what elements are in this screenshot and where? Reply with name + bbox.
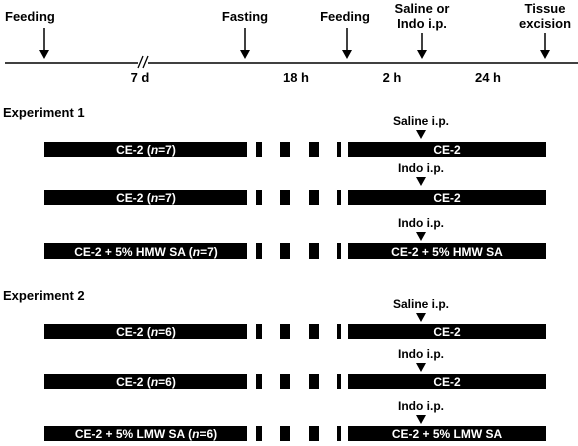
- fasting-break-3: [309, 324, 319, 339]
- experiment-2-title: Experiment 2: [3, 288, 85, 303]
- injection-marker: [416, 415, 426, 424]
- fasting-break-3: [309, 190, 319, 205]
- diet-label-post: CE-2: [433, 191, 461, 205]
- injection-label: Indo i.p.: [398, 399, 444, 413]
- injection-label: Indo i.p.: [398, 347, 444, 361]
- diet-bar-post: [348, 426, 546, 441]
- fasting-break-2: [280, 190, 290, 205]
- experiment-1: Experiment 1 Saline i.p. CE-2 (n=7) CE-2…: [3, 105, 546, 259]
- injection-label: Saline i.p.: [393, 297, 449, 311]
- exp2-group-1: Saline i.p. CE-2 (n=6) CE-2: [44, 297, 546, 339]
- event-label-injection-line1: Saline or: [395, 1, 450, 16]
- injection-label: Indo i.p.: [398, 161, 444, 175]
- duration-label-2h: 2 h: [383, 70, 402, 85]
- diet-label-post: CE-2 + 5% HMW SA: [391, 245, 503, 259]
- event-arrowhead-feeding-1: [39, 50, 49, 59]
- exp1-group-1: Saline i.p. CE-2 (n=7) CE-2: [44, 114, 546, 157]
- event-label-feeding-2: Feeding: [320, 9, 370, 24]
- event-arrowhead-fasting: [240, 50, 250, 59]
- exp1-group-3: Indo i.p. CE-2 + 5% HMW SA (n=7) CE-2 + …: [44, 216, 546, 259]
- fasting-break-3: [309, 374, 319, 389]
- fasting-break-4: [337, 426, 341, 441]
- injection-label: Saline i.p.: [393, 114, 449, 128]
- timeline: Feeding Fasting Feeding Saline or Indo i…: [5, 1, 578, 85]
- event-arrowhead-excision: [540, 50, 550, 59]
- fasting-break-1: [256, 190, 262, 205]
- experiment-2: Experiment 2 Saline i.p. CE-2 (n=6) CE-2…: [3, 288, 546, 441]
- experiment-1-title: Experiment 1: [3, 105, 85, 120]
- diet-label-post: CE-2 + 5% LMW SA: [392, 427, 503, 441]
- fasting-break-4: [337, 324, 341, 339]
- injection-marker: [416, 177, 426, 186]
- event-label-fasting: Fasting: [222, 9, 268, 24]
- exp1-group-2: Indo i.p. CE-2 (n=7) CE-2: [44, 161, 546, 205]
- fasting-break-4: [337, 374, 341, 389]
- diet-label-pre: CE-2 + 5% HMW SA (n=7): [74, 245, 218, 259]
- diet-label-pre: CE-2 + 5% LMW SA (n=6): [75, 427, 217, 441]
- exp2-group-3: Indo i.p. CE-2 + 5% LMW SA (n=6) CE-2 + …: [44, 399, 546, 441]
- event-arrowhead-injection: [417, 50, 427, 59]
- fasting-break-3: [309, 243, 319, 259]
- diet-label-pre: CE-2 (n=6): [116, 325, 176, 339]
- injection-marker: [416, 313, 426, 322]
- diet-label-post: CE-2: [433, 375, 461, 389]
- fasting-break-2: [280, 243, 290, 259]
- fasting-break-2: [280, 324, 290, 339]
- fasting-break-1: [256, 243, 262, 259]
- injection-marker: [416, 232, 426, 241]
- diet-bar-pre: [44, 243, 247, 259]
- fasting-break-4: [337, 142, 341, 157]
- diet-label-pre: CE-2 (n=7): [116, 191, 176, 205]
- diet-bar-post: [348, 243, 546, 259]
- fasting-break-4: [337, 190, 341, 205]
- fasting-break-2: [280, 142, 290, 157]
- fasting-break-1: [256, 142, 262, 157]
- diet-bar-pre: [44, 374, 247, 389]
- diet-label-post: CE-2: [433, 325, 461, 339]
- fasting-break-3: [309, 142, 319, 157]
- event-label-injection-line2: Indo i.p.: [397, 16, 447, 31]
- diet-bar-post: [348, 142, 546, 157]
- diet-label-post: CE-2: [433, 143, 461, 157]
- diet-bar-pre: [44, 190, 247, 205]
- diet-bar-pre: [44, 324, 247, 339]
- diet-label-pre: CE-2 (n=7): [116, 143, 176, 157]
- diet-bar-pre: [44, 426, 247, 441]
- diet-label-pre: CE-2 (n=6): [116, 375, 176, 389]
- fasting-break-2: [280, 374, 290, 389]
- injection-marker: [416, 130, 426, 139]
- fasting-break-1: [256, 374, 262, 389]
- event-label-excision-line1: Tissue: [525, 1, 566, 16]
- fasting-break-2: [280, 426, 290, 441]
- duration-label-18h: 18 h: [283, 70, 309, 85]
- fasting-break-3: [309, 426, 319, 441]
- duration-label-7d: 7 d: [131, 70, 150, 85]
- fasting-break-1: [256, 324, 262, 339]
- injection-label: Indo i.p.: [398, 216, 444, 230]
- diet-bar-pre: [44, 142, 247, 157]
- injection-marker: [416, 363, 426, 372]
- event-label-excision-line2: excision: [519, 16, 571, 31]
- diet-bar-post: [348, 324, 546, 339]
- fasting-break-1: [256, 426, 262, 441]
- duration-label-24h: 24 h: [475, 70, 501, 85]
- event-arrowhead-feeding-2: [342, 50, 352, 59]
- diet-bar-post: [348, 190, 546, 205]
- axis-break: [137, 55, 149, 69]
- event-label-feeding-1: Feeding: [5, 9, 55, 24]
- fasting-break-4: [337, 243, 341, 259]
- exp2-group-2: Indo i.p. CE-2 (n=6) CE-2: [44, 347, 546, 389]
- diet-bar-post: [348, 374, 546, 389]
